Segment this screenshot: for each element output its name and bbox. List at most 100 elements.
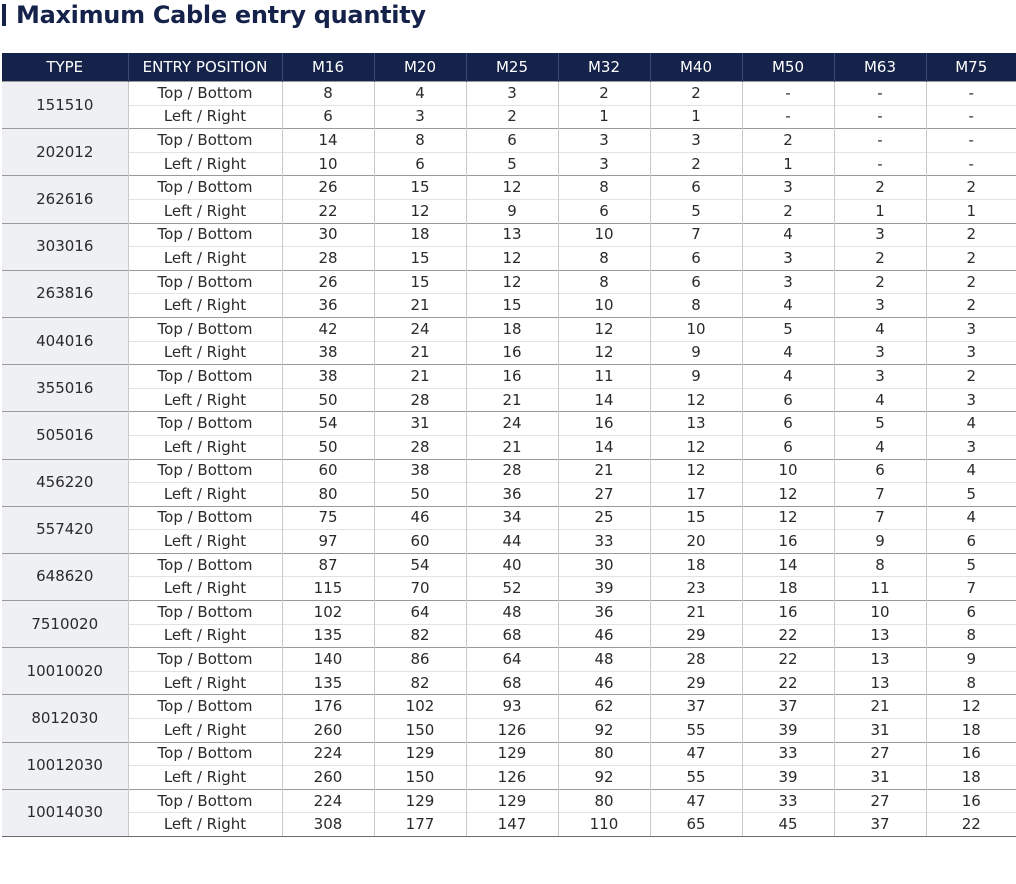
entry-position-cell: Left / Right — [127, 104, 282, 129]
quantity-cell: 33 — [741, 788, 834, 813]
quantity-cell: 36 — [281, 293, 374, 318]
table-row: 505016 Top / Bottom 54 31 24 16 13 6 5 4 — [2, 411, 1016, 459]
quantity-cell: - — [833, 128, 926, 153]
quantity-cell: 6 — [281, 104, 374, 129]
type-cell: 151510 — [2, 80, 128, 129]
table-row: Left / Right 135 82 68 46 29 22 13 8 — [2, 670, 1016, 695]
quantity-cell: 260 — [281, 718, 374, 743]
quantity-cell: 11 — [557, 364, 650, 389]
quantity-cell: 15 — [373, 175, 466, 200]
entry-position-cell: Left / Right — [127, 765, 282, 790]
quantity-cell: 3 — [925, 434, 1016, 459]
quantity-cell: 8 — [557, 246, 650, 271]
entry-position-cell: Top / Bottom — [127, 364, 282, 389]
quantity-cell: 2 — [833, 246, 926, 271]
quantity-cell: 4 — [925, 458, 1016, 483]
quantity-cell: 8 — [649, 293, 742, 318]
entry-position-cell: Top / Bottom — [127, 458, 282, 483]
quantity-cell: 135 — [281, 670, 374, 695]
quantity-cell: 22 — [741, 623, 834, 648]
quantity-cell: 4 — [925, 411, 1016, 436]
quantity-cell: 18 — [925, 765, 1016, 790]
quantity-cell: 13 — [833, 647, 926, 672]
type-cell: 202012 — [2, 128, 128, 176]
table-row: 7510020 Top / Bottom 102 64 48 36 21 16 10 6 — [2, 600, 1016, 648]
quantity-cell: 6 — [557, 198, 650, 224]
quantity-cell: 10 — [557, 222, 650, 247]
quantity-cell: 2 — [649, 81, 742, 106]
quantity-cell: 129 — [465, 741, 558, 766]
type-cell: 505016 — [2, 411, 128, 459]
entry-position-cell: Left / Right — [127, 198, 282, 224]
quantity-cell: 21 — [373, 293, 466, 318]
table-row: Left / Right 260 150 126 92 55 39 31 18 — [2, 718, 1016, 743]
quantity-cell: 97 — [281, 529, 374, 554]
quantity-cell: 9 — [649, 364, 742, 389]
quantity-cell: 2 — [833, 269, 926, 294]
quantity-cell: 64 — [373, 600, 466, 625]
quantity-cell: 34 — [465, 505, 558, 530]
quantity-cell: 26 — [281, 175, 374, 200]
quantity-cell: 12 — [741, 505, 834, 530]
quantity-cell: - — [925, 81, 1016, 106]
quantity-cell: 110 — [557, 812, 650, 837]
quantity-cell: - — [833, 81, 926, 106]
quantity-cell: 16 — [741, 600, 834, 625]
quantity-cell: 12 — [373, 198, 466, 224]
quantity-cell: 31 — [833, 718, 926, 743]
quantity-cell: 27 — [833, 788, 926, 813]
quantity-cell: 21 — [373, 340, 466, 365]
quantity-cell: 29 — [649, 670, 742, 695]
type-cell: 557420 — [2, 505, 128, 554]
entry-position-cell: Top / Bottom — [127, 505, 282, 530]
quantity-cell: 82 — [373, 623, 466, 648]
quantity-cell: 80 — [557, 741, 650, 766]
quantity-cell: 12 — [741, 482, 834, 507]
quantity-cell: 4 — [741, 222, 834, 247]
quantity-cell: 8 — [557, 269, 650, 294]
quantity-cell: 50 — [373, 482, 466, 507]
quantity-cell: 8 — [925, 623, 1016, 648]
quantity-cell: 80 — [281, 482, 374, 507]
quantity-cell: 129 — [373, 788, 466, 813]
quantity-cell: 3 — [833, 222, 926, 247]
quantity-cell: 42 — [281, 316, 374, 342]
column-header: M32 — [557, 53, 650, 82]
quantity-cell: 50 — [281, 387, 374, 412]
quantity-cell: 3 — [833, 340, 926, 365]
quantity-cell: 4 — [373, 81, 466, 106]
quantity-cell: 7 — [833, 505, 926, 530]
quantity-cell: 4 — [833, 316, 926, 342]
quantity-cell: 21 — [557, 458, 650, 483]
quantity-cell: 33 — [741, 741, 834, 766]
quantity-cell: 87 — [281, 552, 374, 577]
quantity-cell: 2 — [649, 151, 742, 176]
entry-position-cell: Top / Bottom — [127, 647, 282, 672]
quantity-cell: 2 — [925, 293, 1016, 318]
table-row: 355016 Top / Bottom 38 21 16 11 9 4 3 2 — [2, 364, 1016, 412]
quantity-cell: 48 — [465, 600, 558, 625]
quantity-cell: 7 — [925, 576, 1016, 601]
table-row: Left / Right 97 60 44 33 20 16 9 6 — [2, 529, 1016, 554]
type-cell: 10010020 — [2, 647, 128, 695]
quantity-cell: 10 — [833, 600, 926, 625]
quantity-cell: 39 — [741, 718, 834, 743]
quantity-cell: 12 — [649, 434, 742, 459]
quantity-cell: 126 — [465, 765, 558, 790]
quantity-cell: - — [925, 104, 1016, 129]
quantity-cell: 20 — [649, 529, 742, 554]
quantity-cell: 129 — [465, 788, 558, 813]
entry-position-cell: Top / Bottom — [127, 694, 282, 719]
column-header: M75 — [925, 53, 1016, 82]
quantity-cell: 5 — [465, 151, 558, 176]
cable-entry-table: TYPE ENTRY POSITION M16 M20 M25 M32 M40 M50 M63 M… — [2, 53, 1016, 838]
table-row: 303016 Top / Bottom 30 18 13 10 7 4 3 2 — [2, 222, 1016, 271]
entry-position-cell: Top / Bottom — [127, 552, 282, 577]
quantity-cell: 80 — [557, 788, 650, 813]
quantity-cell: 12 — [925, 694, 1016, 719]
entry-position-cell: Left / Right — [127, 482, 282, 507]
quantity-cell: 140 — [281, 647, 374, 672]
quantity-cell: 64 — [465, 647, 558, 672]
quantity-cell: 3 — [557, 151, 650, 176]
table-row: Left / Right 308 177 147 110 65 45 37 22 — [2, 812, 1016, 837]
